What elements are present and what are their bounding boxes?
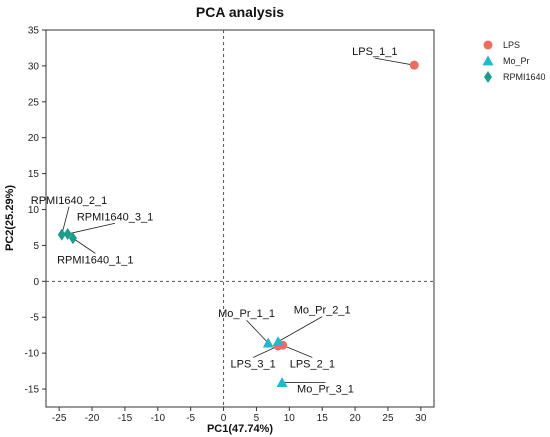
label-leader-line — [282, 344, 313, 358]
label-leader-line — [61, 206, 70, 235]
y-tick-label: 15 — [28, 169, 40, 180]
point-label: RPMI1640_2_1 — [31, 195, 107, 207]
x-tick-label: 0 — [221, 413, 227, 424]
x-tick-label: -20 — [85, 413, 100, 424]
data-point — [68, 232, 77, 245]
x-tick-label: 5 — [254, 413, 260, 424]
x-tick-label: 20 — [350, 413, 362, 424]
legend-marker — [482, 55, 494, 66]
legend-label: LPS — [503, 40, 520, 50]
y-axis-label: PC2(25.29%) — [4, 185, 16, 251]
x-tick-label: 30 — [415, 413, 427, 424]
y-tick-label: -5 — [30, 313, 39, 324]
x-tick-label: 10 — [284, 413, 296, 424]
point-label: LPS_1_1 — [352, 46, 397, 58]
y-tick-label: 30 — [28, 61, 40, 72]
point-label: LPS_3_1 — [231, 359, 276, 371]
data-point — [57, 228, 66, 241]
reference-lines — [46, 30, 434, 407]
data-point — [262, 337, 274, 348]
y-tick-label: 0 — [33, 277, 39, 288]
chart-title: PCA analysis — [196, 4, 284, 20]
legend-label: RPMI1640 — [503, 72, 546, 82]
label-leader-line — [67, 222, 116, 235]
point-label: RPMI1640_3_1 — [77, 211, 153, 223]
y-tick-label: 20 — [28, 133, 40, 144]
data-point — [276, 377, 288, 387]
label-leader-lines — [61, 57, 415, 384]
x-tick-label: 25 — [382, 413, 394, 424]
label-leader-line — [72, 237, 96, 254]
data-point — [409, 60, 419, 70]
y-tick-label: 5 — [33, 241, 39, 252]
x-tick-label: 15 — [317, 413, 329, 424]
x-tick-label: -10 — [151, 413, 166, 424]
legend: LPS Mo_Pr RPMI1640 — [482, 40, 546, 83]
data-point — [63, 227, 72, 240]
point-label: RPMI1640_1_1 — [57, 254, 133, 266]
label-leader-line — [246, 319, 269, 344]
y-tick-label: 25 — [28, 97, 40, 108]
y-tick-label: 10 — [28, 205, 40, 216]
y-tick-label: -10 — [25, 349, 40, 360]
y-axis-ticks: -15 -10 -5 0 5 10 15 20 25 30 35 — [25, 26, 46, 396]
x-tick-label: -15 — [118, 413, 133, 424]
legend-marker — [484, 71, 492, 83]
x-axis-ticks: -25 -20 -15 -10 -5 0 5 10 15 20 25 30 — [52, 407, 427, 424]
x-axis-label: PC1(47.74%) — [207, 423, 273, 435]
data-points — [57, 60, 419, 387]
legend-marker — [483, 40, 493, 50]
y-tick-label: -15 — [25, 385, 40, 396]
point-label: Mo_Pr_1_1 — [218, 308, 275, 320]
plot-frame — [45, 29, 435, 408]
label-leader-line — [374, 57, 415, 66]
label-leader-line — [277, 316, 323, 343]
y-tick-label: 35 — [28, 26, 40, 37]
point-label: Mo_Pr_2_1 — [294, 305, 351, 317]
data-point — [272, 336, 284, 347]
point-labels: LPS_1_1 LPS_2_1 LPS_3_1 Mo_Pr_1_1 Mo_Pr_2_1 M… — [31, 46, 398, 396]
point-label: LPS_2_1 — [290, 359, 335, 371]
point-label: Mo_Pr_3_1 — [297, 384, 354, 396]
label-leader-line — [252, 345, 279, 358]
x-tick-label: -25 — [52, 413, 67, 424]
legend-label: Mo_Pr — [503, 56, 530, 66]
x-tick-label: -5 — [186, 413, 195, 424]
